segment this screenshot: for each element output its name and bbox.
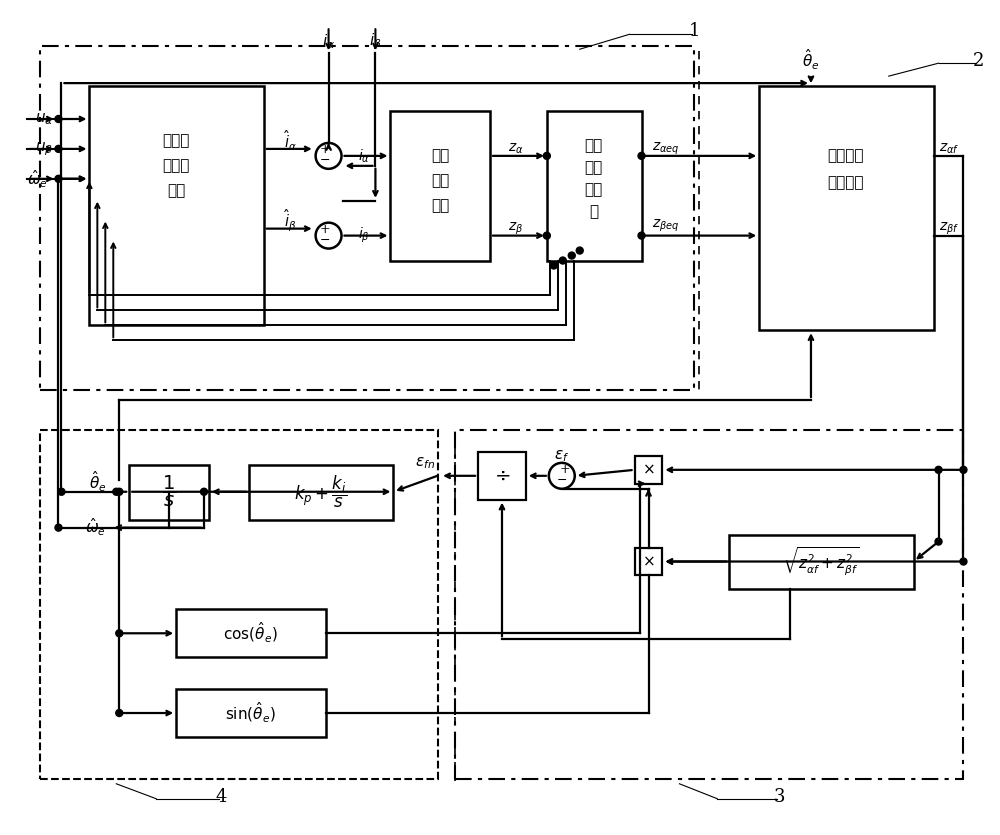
Text: 饱和: 饱和 xyxy=(431,149,449,163)
Bar xyxy=(249,465,393,519)
Text: 滤波: 滤波 xyxy=(585,161,603,175)
Text: 波滤波器: 波滤波器 xyxy=(828,176,864,190)
Bar xyxy=(547,111,642,261)
Text: $\div$: $\div$ xyxy=(494,467,510,485)
Bar xyxy=(478,452,526,499)
Text: $z_{\beta}$: $z_{\beta}$ xyxy=(508,220,523,237)
Text: $\hat{\theta}_e$: $\hat{\theta}_e$ xyxy=(89,469,106,494)
Text: $\varepsilon_f$: $\varepsilon_f$ xyxy=(554,448,569,463)
Text: $i_{\beta}$: $i_{\beta}$ xyxy=(369,31,382,52)
Text: $k_p+\dfrac{k_i}{s}$: $k_p+\dfrac{k_i}{s}$ xyxy=(294,473,347,510)
Circle shape xyxy=(568,252,575,259)
Text: $\dfrac{1}{s}$: $\dfrac{1}{s}$ xyxy=(162,474,176,509)
Text: $\sin(\hat{\theta}_e)$: $\sin(\hat{\theta}_e)$ xyxy=(225,701,276,725)
Text: $\hat{i}_{\beta}$: $\hat{i}_{\beta}$ xyxy=(284,207,297,234)
Text: 自适应陷: 自适应陷 xyxy=(828,149,864,163)
Text: 低通: 低通 xyxy=(585,139,603,153)
Text: $z_{\beta f}$: $z_{\beta f}$ xyxy=(939,220,959,237)
Circle shape xyxy=(116,488,123,495)
Text: 函数: 函数 xyxy=(431,174,449,188)
Text: +: + xyxy=(319,223,330,236)
Text: $\hat{\omega}_e$: $\hat{\omega}_e$ xyxy=(85,517,106,539)
Text: $z_{\alpha f}$: $z_{\alpha f}$ xyxy=(939,142,959,156)
Bar xyxy=(390,111,490,261)
Bar xyxy=(89,86,264,326)
Circle shape xyxy=(638,152,645,159)
Circle shape xyxy=(960,558,967,565)
Circle shape xyxy=(960,466,967,473)
Circle shape xyxy=(55,145,62,152)
Circle shape xyxy=(543,152,550,159)
Text: 元: 元 xyxy=(589,205,598,219)
Text: $\varepsilon_{fn}$: $\varepsilon_{fn}$ xyxy=(415,455,435,471)
Text: 3: 3 xyxy=(773,787,785,806)
Text: −: − xyxy=(557,474,567,488)
Text: +: + xyxy=(559,463,570,476)
Text: $z_{\beta eq}$: $z_{\beta eq}$ xyxy=(652,217,680,234)
Text: 单元: 单元 xyxy=(167,184,185,198)
Text: 反电动: 反电动 xyxy=(162,134,190,148)
Circle shape xyxy=(559,257,566,264)
Text: 4: 4 xyxy=(215,787,227,806)
Circle shape xyxy=(543,232,550,239)
Text: $u_{\beta}$: $u_{\beta}$ xyxy=(35,140,53,158)
Circle shape xyxy=(200,488,207,495)
Circle shape xyxy=(935,466,942,473)
Circle shape xyxy=(116,710,123,716)
Text: $\hat{\omega}_e$: $\hat{\omega}_e$ xyxy=(27,168,48,190)
Text: 势模型: 势模型 xyxy=(162,159,190,173)
Text: $\times$: $\times$ xyxy=(642,463,655,477)
Text: +: + xyxy=(319,144,330,156)
Text: $i_{\alpha}$: $i_{\alpha}$ xyxy=(322,32,335,51)
Circle shape xyxy=(316,143,342,169)
Circle shape xyxy=(638,232,645,239)
Circle shape xyxy=(549,463,575,488)
Text: 2: 2 xyxy=(973,53,984,70)
Text: 1: 1 xyxy=(689,23,700,40)
Circle shape xyxy=(55,115,62,123)
Text: $\cos(\hat{\theta}_e)$: $\cos(\hat{\theta}_e)$ xyxy=(223,621,278,645)
Text: $\hat{i}_{\alpha}$: $\hat{i}_{\alpha}$ xyxy=(284,129,297,153)
Circle shape xyxy=(576,247,583,254)
Text: $z_{\alpha eq}$: $z_{\alpha eq}$ xyxy=(652,141,680,157)
Bar xyxy=(635,456,662,483)
Bar xyxy=(176,610,326,657)
Bar xyxy=(40,46,694,390)
Text: $\sqrt{z_{\alpha f}^2+z_{\beta f}^2}$: $\sqrt{z_{\alpha f}^2+z_{\beta f}^2}$ xyxy=(782,545,860,578)
Text: 器单: 器单 xyxy=(585,183,603,197)
Text: $i_{\beta}$: $i_{\beta}$ xyxy=(358,226,370,245)
Circle shape xyxy=(55,524,62,531)
Bar xyxy=(635,548,662,575)
Bar xyxy=(729,534,914,590)
Text: −: − xyxy=(319,154,330,167)
Text: $\times$: $\times$ xyxy=(642,554,655,569)
Circle shape xyxy=(55,175,62,182)
Circle shape xyxy=(116,630,123,637)
Bar xyxy=(176,689,326,737)
Text: 单元: 单元 xyxy=(431,199,449,213)
Text: $u_{\alpha}$: $u_{\alpha}$ xyxy=(35,111,53,127)
Bar xyxy=(455,430,963,779)
Text: $\hat{\theta}_e$: $\hat{\theta}_e$ xyxy=(802,47,820,72)
Bar xyxy=(129,465,209,519)
Circle shape xyxy=(935,538,942,545)
Text: $z_{\alpha}$: $z_{\alpha}$ xyxy=(508,142,524,156)
Bar xyxy=(759,86,934,331)
Text: $i_{\alpha}$: $i_{\alpha}$ xyxy=(358,147,371,164)
Circle shape xyxy=(113,488,120,495)
Circle shape xyxy=(550,262,557,269)
Circle shape xyxy=(316,223,342,249)
Circle shape xyxy=(58,488,65,495)
Text: −: − xyxy=(319,234,330,247)
Bar xyxy=(40,430,438,779)
